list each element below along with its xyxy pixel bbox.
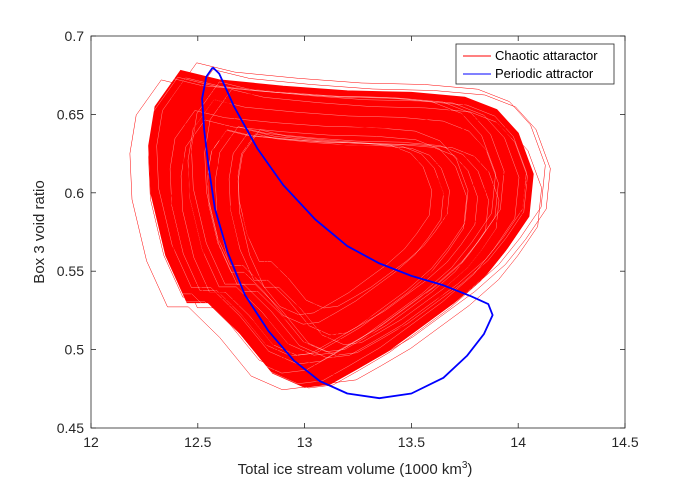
y-axis-ticks: 0.45 0.5 0.55 0.6 0.65 0.7 bbox=[57, 28, 625, 436]
axes-box bbox=[90, 35, 626, 429]
chaotic-trajectory-loop bbox=[160, 87, 526, 389]
chaotic-trajectory-loop bbox=[241, 145, 471, 334]
chaotic-trajectory-loop bbox=[166, 94, 494, 365]
chaotic-trajectory-loop bbox=[164, 62, 546, 377]
periodic-attractor-line bbox=[201, 66, 494, 400]
x-tick-label: 13.5 bbox=[398, 434, 425, 450]
chaotic-trajectory-loop bbox=[208, 112, 504, 355]
chaotic-trajectory-loop bbox=[155, 99, 487, 373]
legend: Chaotic attaractor Periodic attractor bbox=[455, 43, 615, 85]
chaotic-trajectory-loop bbox=[227, 140, 448, 323]
x-axis-label-superscript: 3 bbox=[462, 460, 468, 471]
chaotic-attractor-series bbox=[129, 62, 551, 391]
chaotic-trajectory-loop bbox=[261, 147, 478, 326]
chaotic-trajectory-loop bbox=[188, 107, 508, 371]
y-axis-label: Box 3 void ratio bbox=[31, 180, 48, 283]
x-axis-label-suffix: ) bbox=[467, 461, 472, 478]
periodic-attractor-series bbox=[201, 66, 494, 400]
x-tick-label: 12.5 bbox=[184, 434, 211, 450]
chaotic-trajectory-loop bbox=[237, 133, 450, 309]
chaotic-trajectory-loop bbox=[214, 111, 521, 365]
chaotic-trajectory-loop bbox=[187, 99, 499, 356]
chaotic-trajectory-loop bbox=[207, 130, 433, 315]
x-axis-ticks: 12 12.5 13 13.5 14 14.5 bbox=[83, 36, 639, 450]
chaotic-trajectory-loop bbox=[182, 69, 551, 373]
y-tick-label: 0.6 bbox=[65, 185, 85, 201]
y-tick-label: 0.65 bbox=[57, 106, 84, 122]
legend-label-periodic: Periodic attractor bbox=[495, 66, 594, 81]
x-tick-label: 13 bbox=[297, 434, 313, 450]
x-tick-label: 14.5 bbox=[611, 434, 638, 450]
legend-label-chaotic: Chaotic attaractor bbox=[495, 48, 598, 63]
chaotic-trajectory-loop bbox=[146, 76, 520, 385]
y-tick-label: 0.45 bbox=[57, 420, 84, 436]
chaotic-trajectory-loop bbox=[191, 81, 527, 359]
x-axis-label-main: Total ice stream volume (1000 km bbox=[238, 461, 462, 478]
chaotic-trajectory-loop bbox=[129, 79, 507, 391]
y-tick-label: 0.7 bbox=[65, 28, 85, 44]
y-tick-label: 0.55 bbox=[57, 263, 84, 279]
chaotic-trajectory-loop bbox=[237, 129, 500, 345]
x-tick-label: 12 bbox=[83, 434, 99, 450]
chaotic-trajectory-loop bbox=[180, 119, 467, 356]
x-axis-label: Total ice stream volume (1000 km3) bbox=[238, 460, 473, 478]
legend-box bbox=[455, 43, 615, 85]
x-tick-label: 14 bbox=[510, 434, 526, 450]
chaotic-trajectory-loop bbox=[135, 76, 496, 374]
chaotic-trajectory-loop bbox=[148, 89, 493, 373]
y-tick-label: 0.5 bbox=[65, 342, 85, 358]
chaotic-trajectory-loop bbox=[228, 129, 478, 336]
chaotic-trajectory-loop bbox=[169, 110, 469, 357]
chaotic-trajectory-loop bbox=[207, 139, 448, 338]
chaotic-trajectory-loop bbox=[204, 89, 528, 356]
